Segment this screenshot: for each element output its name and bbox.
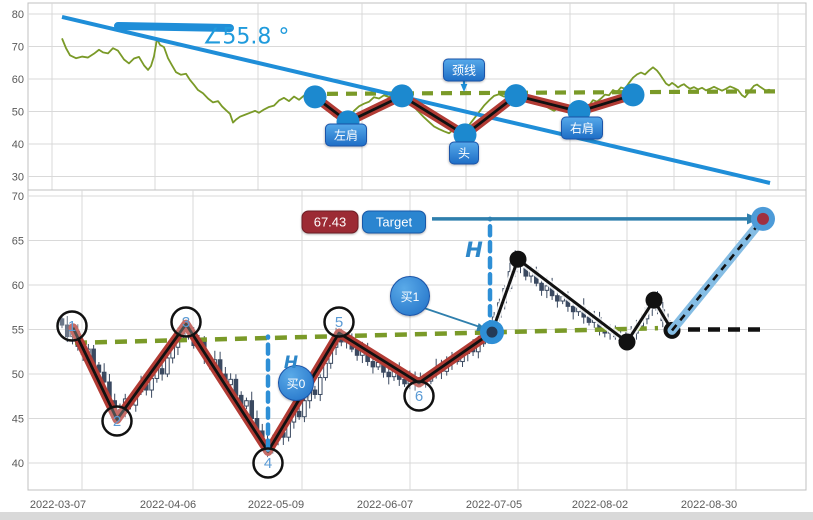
svg-text:1: 1 (68, 318, 76, 335)
svg-text:40: 40 (12, 139, 24, 151)
svg-text:4: 4 (264, 455, 272, 472)
svg-text:70: 70 (12, 42, 24, 54)
svg-text:2022-05-09: 2022-05-09 (248, 499, 304, 511)
target-value-badge: 67.43 (301, 210, 359, 234)
svg-text:2022-07-05: 2022-07-05 (466, 499, 522, 511)
svg-text:60: 60 (12, 280, 24, 292)
svg-text:60: 60 (12, 74, 24, 86)
svg-text:50: 50 (12, 369, 24, 381)
height-label-1: H (283, 353, 299, 373)
svg-text:3: 3 (182, 314, 190, 331)
svg-text:45: 45 (12, 414, 24, 426)
svg-text:50: 50 (12, 107, 24, 119)
svg-text:80: 80 (12, 9, 24, 21)
svg-text:30: 30 (12, 172, 24, 184)
angle-annotation: ∠55.8 ° (202, 24, 290, 50)
svg-text:2022-08-30: 2022-08-30 (681, 499, 737, 511)
svg-text:65: 65 (12, 236, 24, 248)
head-label: 头 (448, 141, 480, 165)
svg-text:2022-04-06: 2022-04-06 (140, 499, 196, 511)
svg-text:2: 2 (113, 413, 121, 430)
svg-text:2022-08-02: 2022-08-02 (572, 499, 628, 511)
buy0-marker: 买0 (278, 365, 314, 401)
target-badge: Target (362, 210, 426, 234)
right-shoulder-label: 右肩 (560, 116, 604, 140)
buy1-marker: 买1 (390, 276, 430, 316)
svg-text:40: 40 (12, 458, 24, 470)
left-shoulder-label: 左肩 (324, 123, 368, 147)
svg-text:5: 5 (335, 314, 343, 331)
svg-text:70: 70 (12, 191, 24, 203)
window-bottom-edge (0, 512, 813, 520)
svg-text:2022-06-07: 2022-06-07 (357, 499, 413, 511)
svg-text:2022-03-07: 2022-03-07 (30, 499, 86, 511)
svg-text:6: 6 (415, 388, 423, 405)
svg-text:55: 55 (12, 325, 24, 337)
height-label-2: H (465, 238, 483, 262)
neckline-label: 颈线 (442, 58, 486, 82)
